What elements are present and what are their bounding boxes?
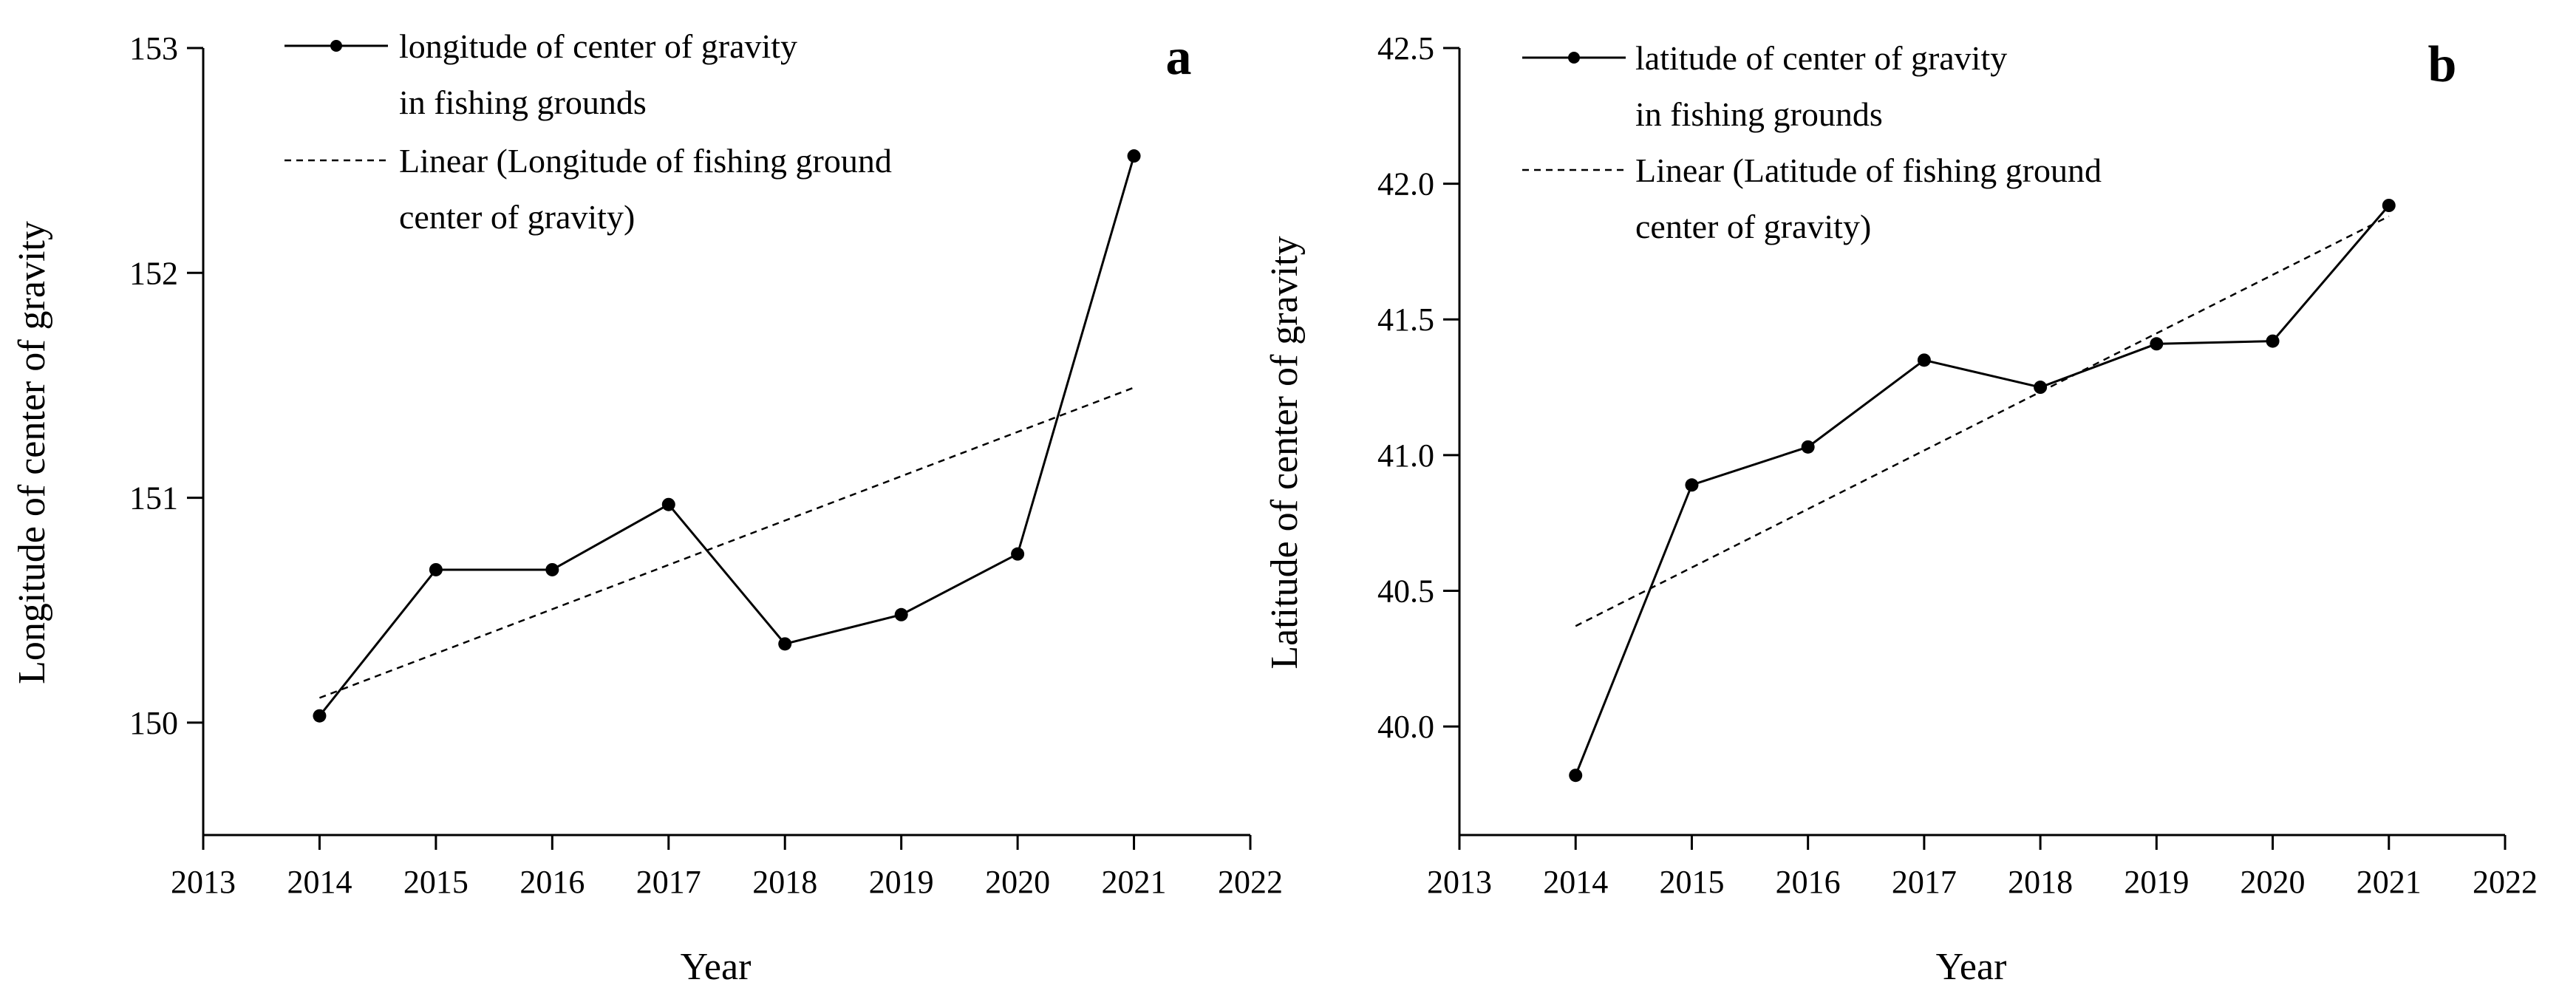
x-tick-label: 2017 bbox=[1892, 864, 1957, 900]
y-tick-label: 40.5 bbox=[1377, 573, 1434, 609]
legend-label: center of gravity) bbox=[1635, 208, 1871, 245]
legend-label: in fishing grounds bbox=[1635, 95, 1883, 133]
x-tick-label: 2022 bbox=[1218, 864, 1283, 900]
legend-marker bbox=[330, 40, 342, 52]
data-point bbox=[1801, 440, 1815, 454]
legend-marker bbox=[1568, 52, 1580, 64]
y-tick-label: 42.0 bbox=[1377, 166, 1434, 202]
x-axis-title: Year bbox=[681, 946, 752, 988]
y-axis-title: Latitude of center of gravity bbox=[1264, 236, 1306, 669]
data-point bbox=[661, 497, 675, 511]
y-tick-label: 41.0 bbox=[1377, 437, 1434, 474]
y-axis-title: Longitude of center of gravity bbox=[11, 221, 53, 684]
x-tick-label: 2019 bbox=[869, 864, 934, 900]
y-tick-label: 42.5 bbox=[1377, 30, 1434, 67]
trend-line bbox=[318, 386, 1135, 699]
chart-panel-b: 40.0 40.5 41.0 41.5 42.0 42.5 2013 2014 2015 2016… bbox=[1264, 30, 2538, 988]
trend-line bbox=[1575, 215, 2390, 627]
x-tick-label: 2016 bbox=[1776, 864, 1841, 900]
data-point bbox=[2150, 337, 2164, 351]
data-point bbox=[778, 637, 792, 651]
series-line bbox=[1574, 205, 2390, 776]
x-tick-label: 2021 bbox=[1102, 864, 1167, 900]
data-point bbox=[1127, 149, 1141, 163]
x-tick-label: 2018 bbox=[2008, 864, 2073, 900]
data-point bbox=[1011, 547, 1025, 561]
panel-label: b bbox=[2428, 36, 2457, 93]
x-tick-label: 2016 bbox=[519, 864, 585, 900]
x-tick-label: 2015 bbox=[1659, 864, 1724, 900]
data-point bbox=[2266, 334, 2280, 348]
y-tick-label: 151 bbox=[129, 480, 178, 517]
series-line bbox=[318, 155, 1135, 717]
data-point bbox=[313, 709, 327, 723]
legend-label: Linear (Latitude of fishing ground bbox=[1635, 151, 2102, 189]
x-tick-label: 2014 bbox=[287, 864, 352, 900]
x-tick-label: 2013 bbox=[171, 864, 236, 900]
x-tick-label: 2021 bbox=[2357, 864, 2422, 900]
data-point bbox=[1685, 478, 1699, 492]
x-axis-title: Year bbox=[1936, 946, 2007, 988]
data-point bbox=[545, 562, 559, 576]
x-tick-label: 2014 bbox=[1543, 864, 1608, 900]
chart-panel-a: 150 151 152 153 2013 2014 2015 2016 2017 2018 2019… bbox=[11, 27, 1283, 988]
x-tick-label: 2020 bbox=[985, 864, 1050, 900]
y-tick-label: 153 bbox=[129, 30, 178, 67]
data-point bbox=[1569, 769, 1583, 783]
x-tick-label: 2017 bbox=[636, 864, 701, 900]
legend: latitude of center of gravity in fishing … bbox=[1522, 39, 2102, 245]
legend-label: center of gravity) bbox=[399, 198, 635, 236]
data-point bbox=[894, 607, 908, 621]
x-tick-label: 2018 bbox=[752, 864, 817, 900]
x-tick-label: 2013 bbox=[1427, 864, 1492, 900]
data-point bbox=[429, 562, 443, 576]
legend-label: longitude of center of gravity bbox=[399, 27, 797, 65]
x-tick-label: 2019 bbox=[2124, 864, 2189, 900]
x-tick-label: 2020 bbox=[2241, 864, 2306, 900]
y-tick-label: 150 bbox=[129, 705, 178, 741]
y-tick-label: 41.5 bbox=[1377, 302, 1434, 338]
legend-label: latitude of center of gravity bbox=[1635, 39, 2007, 77]
legend-label: in fishing grounds bbox=[399, 84, 647, 121]
legend-label: Linear (Longitude of fishing ground bbox=[399, 142, 892, 180]
data-point bbox=[1917, 353, 1931, 367]
x-tick-label: 2015 bbox=[403, 864, 468, 900]
legend: longitude of center of gravity in fishing… bbox=[284, 27, 892, 236]
y-tick-label: 152 bbox=[129, 255, 178, 291]
y-tick-label: 40.0 bbox=[1377, 709, 1434, 745]
panel-label: a bbox=[1166, 29, 1192, 86]
x-tick-label: 2022 bbox=[2473, 864, 2538, 900]
data-point bbox=[2382, 199, 2396, 212]
